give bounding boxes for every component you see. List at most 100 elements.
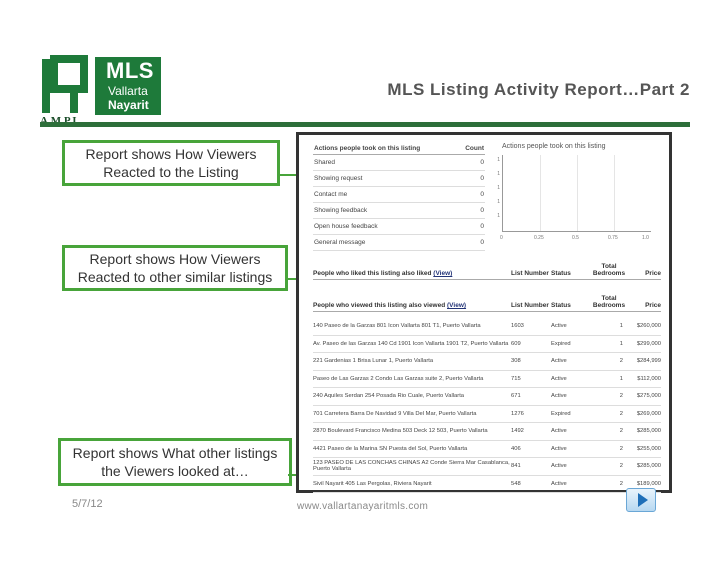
col-bedrooms: Total Bedrooms: [592, 295, 626, 309]
listing-number: 1492: [511, 428, 524, 435]
next-slide-button[interactable]: [626, 488, 656, 512]
action-label: Open house feedback: [314, 223, 378, 230]
listing-price: $260,000: [636, 323, 661, 330]
listing-address: Sivil Nayarit 405 Las Pergolas, Riviera …: [313, 480, 432, 487]
liked-view-link[interactable]: (View): [433, 270, 453, 277]
listing-status: Expired: [551, 410, 571, 417]
listing-bedrooms: 2: [619, 480, 623, 487]
report-screenshot: Actions people took on this listing Coun…: [296, 132, 672, 493]
callout-line: Report shows How Viewers: [85, 146, 257, 162]
action-label: Contact me: [314, 191, 348, 198]
footer-url: www.vallartanayaritmls.com: [297, 501, 429, 512]
table-row: Showing request 0: [313, 171, 485, 187]
listing-status: Active: [551, 445, 567, 452]
gridline: [540, 155, 541, 231]
listing-address: 701 Carretera Barra De Navidad 9 Villa D…: [313, 410, 477, 417]
actions-table: Actions people took on this listing Coun…: [313, 143, 485, 251]
table-row: Showing feedback 0: [313, 203, 485, 219]
callout-line: Report shows How Viewers: [89, 251, 261, 267]
action-count: 0: [480, 159, 484, 166]
mini-chart-y-label: 1: [497, 199, 500, 205]
mini-chart-x-tick: 0.25: [534, 235, 544, 241]
mini-chart-y-label: 1: [497, 185, 500, 191]
listing-price: $285,000: [636, 428, 661, 435]
table-row[interactable]: 701 Carretera Barra De Navidad 9 Villa D…: [313, 406, 661, 423]
listing-address: Av. Paseo de las Garzas 140 Cd 1901 Icon…: [313, 340, 509, 347]
table-row[interactable]: 140 Paseo de la Garzas 801 Icon Vallarta…: [313, 318, 661, 336]
listing-bedrooms: 2: [619, 428, 623, 435]
table-row: Shared 0: [313, 155, 485, 171]
action-count: 0: [480, 191, 484, 198]
listing-price: $189,000: [636, 480, 661, 487]
slide-date: 5/7/12: [72, 498, 103, 510]
table-row: General message 0: [313, 235, 485, 251]
viewed-listings-table: 140 Paseo de la Garzas 801 Icon Vallarta…: [313, 318, 661, 493]
actions-header-count: Count: [465, 145, 484, 152]
col-list-number: List Number: [511, 270, 549, 277]
listing-address: Paseo de Las Garzas 2 Condo Las Garzas s…: [313, 375, 484, 382]
listing-status: Active: [551, 480, 567, 487]
liked-title-cell: People who liked this listing also liked…: [313, 270, 511, 277]
listing-price: $269,000: [636, 410, 661, 417]
listing-number: 1603: [511, 323, 524, 330]
viewed-section-header: People who viewed this listing also view…: [313, 295, 661, 312]
table-row[interactable]: 4421 Paseo de la Marina SN Puesta del So…: [313, 441, 661, 458]
callout-line: the Viewers looked at…: [101, 463, 249, 479]
header-divider: [40, 122, 690, 127]
listing-price: $255,000: [636, 445, 661, 452]
listing-status: Active: [551, 428, 567, 435]
col-status: Status: [551, 302, 571, 309]
callout-similar-listings: Report shows How Viewers Reacted to othe…: [62, 245, 288, 291]
mini-chart-plot: [502, 155, 651, 232]
viewed-title: People who viewed this listing also view…: [313, 302, 446, 309]
listing-bedrooms: 1: [619, 323, 623, 330]
logo-vallarta-text: Vallarta: [108, 84, 148, 98]
listing-bedrooms: 1: [619, 340, 623, 347]
listing-price: $284,999: [636, 358, 661, 365]
listing-bedrooms: 2: [619, 358, 623, 365]
actions-mini-chart: Actions people took on this listing 1 1 …: [484, 143, 654, 243]
col-status: Status: [551, 270, 571, 277]
table-row[interactable]: Sivil Nayarit 405 Las Pergolas, Riviera …: [313, 476, 661, 493]
listing-number: 841: [511, 463, 521, 470]
listing-address: 221 Gardenias 1 Brisa Lunar 1, Puerto Va…: [313, 358, 434, 364]
listing-price: $285,000: [636, 463, 661, 470]
table-row[interactable]: Paseo de Las Garzas 2 Condo Las Garzas s…: [313, 371, 661, 388]
action-label: General message: [314, 239, 366, 246]
mini-chart-title: Actions people took on this listing: [502, 143, 606, 150]
listing-address: 140 Paseo de la Garzas 801 Icon Vallarta…: [313, 323, 481, 329]
listing-number: 548: [511, 480, 521, 487]
table-row[interactable]: 221 Gardenias 1 Brisa Lunar 1, Puerto Va…: [313, 353, 661, 371]
listing-price: $112,000: [637, 375, 661, 382]
table-row[interactable]: Av. Paseo de las Garzas 140 Cd 1901 Icon…: [313, 336, 661, 353]
listing-number: 406: [511, 445, 521, 452]
ampi-logo-mark: [42, 55, 88, 113]
col-bedrooms: Total Bedrooms: [592, 263, 626, 277]
listing-address: 240 Aquiles Serdan 254 Posada Rio Cuale,…: [313, 393, 465, 399]
action-label: Showing feedback: [314, 207, 368, 214]
table-row: Contact me 0: [313, 187, 485, 203]
listing-status: Active: [551, 463, 567, 470]
listing-status: Active: [551, 323, 567, 330]
table-row[interactable]: 123 PASEO DE LAS CONCHAS CHINAS A2 Conde…: [313, 458, 661, 476]
viewed-title-cell: People who viewed this listing also view…: [313, 302, 511, 309]
slide-title: MLS Listing Activity Report…Part 2: [387, 80, 690, 99]
listing-status: Expired: [551, 340, 571, 347]
table-row[interactable]: 2870 Boulevard Francisco Medina 503 Deck…: [313, 423, 661, 441]
table-row[interactable]: 240 Aquiles Serdan 254 Posada Rio Cuale,…: [313, 388, 661, 406]
listing-address: 123 PASEO DE LAS CONCHAS CHINAS A2 Conde…: [313, 459, 510, 473]
callout-line: Reacted to the Listing: [103, 164, 239, 180]
listing-bedrooms: 2: [619, 463, 623, 470]
listing-number: 308: [511, 358, 521, 365]
liked-title: People who liked this listing also liked: [313, 270, 432, 277]
callout-reactions: Report shows How Viewers Reacted to the …: [62, 140, 280, 186]
listing-status: Active: [551, 393, 567, 400]
viewed-view-link[interactable]: (View): [447, 302, 467, 309]
actions-header-label: Actions people took on this listing: [314, 145, 421, 152]
listing-bedrooms: 2: [619, 445, 623, 452]
mini-chart-y-label: 1: [497, 157, 500, 163]
listing-number: 1276: [511, 410, 524, 417]
listing-price: $299,000: [636, 340, 661, 347]
mini-chart-x-tick: 0.5: [572, 235, 579, 241]
action-count: 0: [480, 175, 484, 182]
